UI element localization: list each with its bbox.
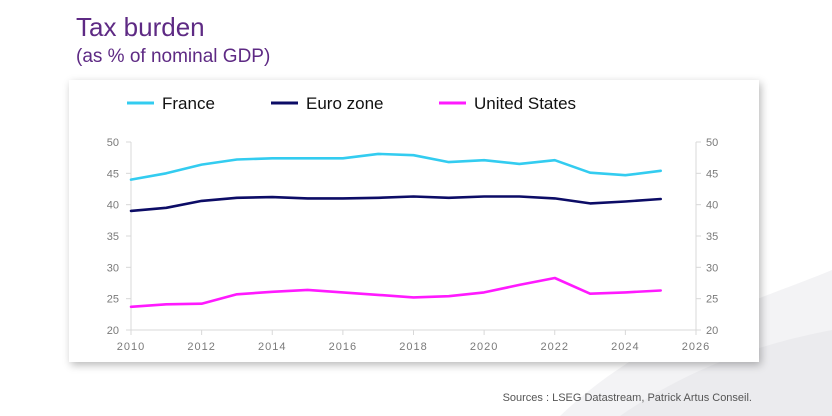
legend-label-1: Euro zone — [306, 94, 384, 113]
x-tick-label: 2012 — [187, 341, 215, 353]
y-tick-label-left: 20 — [107, 325, 119, 337]
y-tick-label-left: 45 — [107, 168, 119, 180]
series-line-1 — [129, 195, 663, 213]
source-note: Sources : LSEG Datastream, Patrick Artus… — [502, 392, 752, 404]
legend-label-2: United States — [474, 94, 576, 113]
x-tick-label: 2020 — [470, 341, 498, 353]
x-tick-label: 2022 — [541, 341, 569, 353]
y-tick-label-right: 20 — [706, 325, 718, 337]
y-tick-label-right: 45 — [706, 168, 718, 180]
x-tick-label: 2018 — [399, 341, 427, 353]
series-line-2 — [129, 276, 663, 309]
x-tick-label: 2016 — [329, 341, 357, 353]
y-tick-label-left: 35 — [107, 231, 119, 243]
chart-panel: 20 20 25 25 30 30 35 35 40 40 45 45 50 50 2010 2012 2014… — [69, 80, 759, 362]
chart-subtitle: (as % of nominal GDP) — [76, 46, 271, 67]
y-tick-label-right: 35 — [706, 231, 718, 243]
y-tick-label-right: 25 — [706, 294, 718, 306]
x-tick-label: 2010 — [117, 341, 145, 353]
y-tick-label-right: 30 — [706, 262, 718, 274]
x-tick-label: 2026 — [682, 341, 710, 353]
x-tick-label: 2024 — [611, 341, 639, 353]
y-tick-label-left: 40 — [107, 200, 119, 212]
series-line-0 — [129, 152, 663, 181]
y-tick-label-left: 30 — [107, 262, 119, 274]
x-tick-label: 2014 — [258, 341, 286, 353]
y-tick-label-left: 25 — [107, 294, 119, 306]
y-tick-label-left: 50 — [107, 137, 119, 149]
y-tick-label-right: 50 — [706, 137, 718, 149]
y-tick-label-right: 40 — [706, 200, 718, 212]
legend-label-0: France — [162, 94, 215, 113]
chart-title: Tax burden — [76, 12, 205, 42]
